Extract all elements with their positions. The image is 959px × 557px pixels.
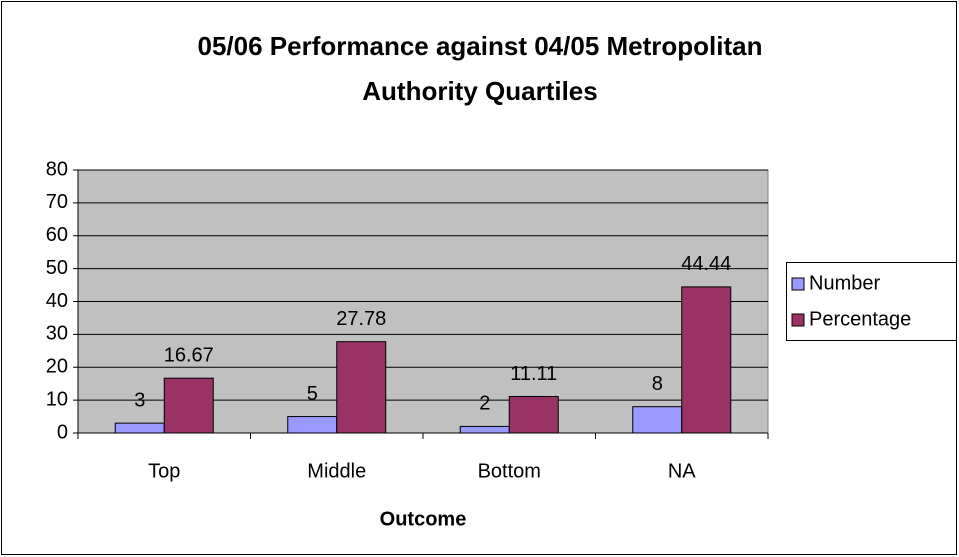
- legend-label: Number: [809, 272, 880, 294]
- legend-label: Percentage: [809, 308, 911, 330]
- x-axis-title: Outcome: [380, 508, 467, 530]
- legend-marker: [791, 313, 805, 327]
- chart-title: 05/06 Performance against 04/05 Metropol…: [197, 31, 763, 106]
- bar: [287, 416, 338, 434]
- x-tick-label: NA: [668, 460, 696, 482]
- y-tick-label: 60: [46, 224, 68, 246]
- y-tick-label: 20: [46, 356, 68, 378]
- legend-marker: [791, 277, 805, 291]
- bar: [163, 377, 214, 434]
- y-tick-label: 50: [46, 257, 68, 279]
- data-label: 16.67: [164, 344, 214, 366]
- y-tick-label: 30: [46, 323, 68, 345]
- data-label: 44.44: [681, 253, 731, 275]
- y-tick-label: 10: [46, 388, 68, 410]
- data-label: 8: [652, 373, 663, 395]
- x-tick-label: Middle: [307, 460, 366, 482]
- x-tick-label: Top: [148, 460, 180, 482]
- y-tick-label: 70: [46, 191, 68, 213]
- y-tick-label: 40: [46, 290, 68, 312]
- data-label: 11.11: [510, 363, 557, 385]
- bar: [632, 406, 683, 434]
- data-label: 3: [134, 389, 145, 411]
- bar: [114, 422, 165, 434]
- data-label: 5: [307, 383, 318, 405]
- legend-box: [786, 262, 957, 341]
- y-tick-label: 0: [57, 421, 68, 443]
- x-tick-label: Bottom: [478, 460, 541, 482]
- bar: [508, 395, 559, 434]
- bar: [336, 341, 387, 434]
- data-label: 27.78: [336, 308, 386, 330]
- bar: [681, 286, 732, 434]
- data-label: 2: [479, 393, 490, 415]
- y-tick-label: 80: [46, 158, 68, 180]
- bar: [459, 425, 510, 434]
